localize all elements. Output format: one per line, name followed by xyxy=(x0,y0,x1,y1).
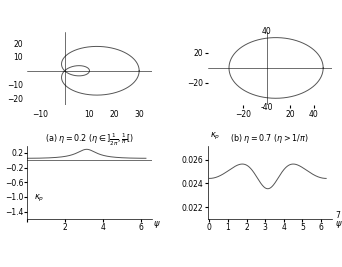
Text: $\kappa_p$: $\kappa_p$ xyxy=(210,131,220,142)
Text: $\psi$: $\psi$ xyxy=(153,219,160,230)
Text: -40: -40 xyxy=(260,103,273,112)
Text: $\kappa_p$: $\kappa_p$ xyxy=(34,193,44,204)
Text: 7: 7 xyxy=(336,211,340,220)
Text: 40: 40 xyxy=(262,27,272,36)
Title: (b) $\eta = 0.7$ ($\eta > 1/\pi$): (b) $\eta = 0.7$ ($\eta > 1/\pi$) xyxy=(231,132,309,145)
Text: $\psi$: $\psi$ xyxy=(336,219,342,230)
Title: (a) $\eta = 0.2$ ($\eta \in ]\frac{1}{2\pi}, \frac{1}{\pi}[$): (a) $\eta = 0.2$ ($\eta \in ]\frac{1}{2\… xyxy=(45,132,134,148)
